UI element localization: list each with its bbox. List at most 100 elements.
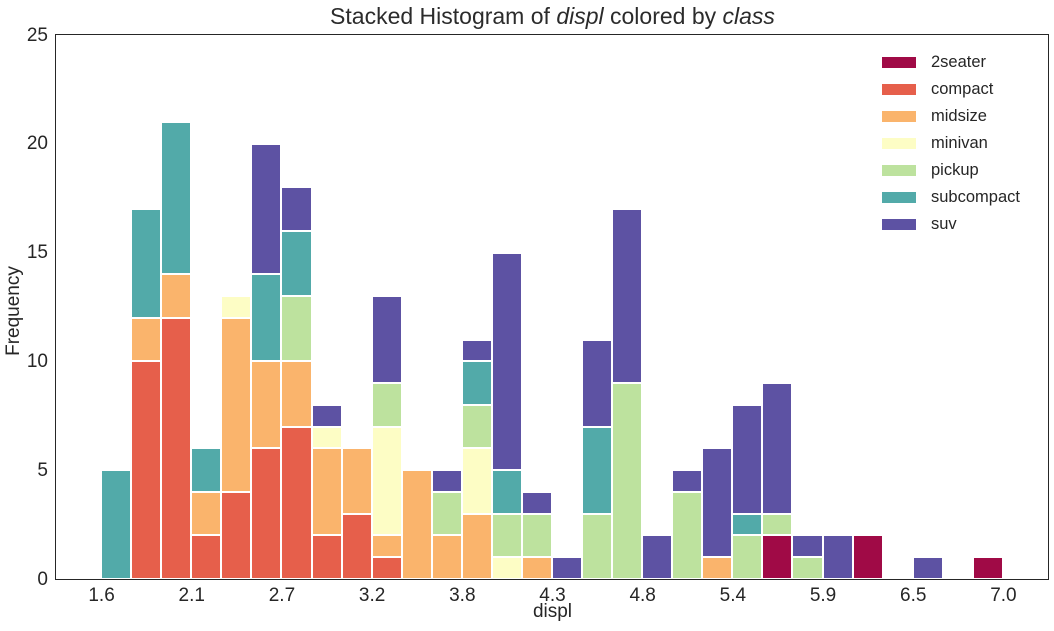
bar-segment-compact	[221, 491, 252, 579]
bar-segment-suv	[311, 404, 342, 427]
x-tick-label: 5.4	[719, 585, 747, 606]
bar-segment-compact	[371, 557, 402, 579]
bar-segment-minivan	[461, 448, 492, 514]
bar-segment-suv	[281, 187, 312, 231]
title-var-class: class	[722, 3, 775, 29]
bar-segment-suv	[461, 339, 492, 362]
bar-segment-compact	[251, 448, 282, 579]
title-var-displ: displ	[556, 3, 604, 29]
bar-segment-compact	[311, 535, 342, 579]
legend-swatch-midsize	[882, 111, 916, 122]
legend-item-2seater: 2seater	[882, 49, 1020, 76]
bar-segment-suv	[762, 383, 793, 514]
legend-item-pickup: pickup	[882, 157, 1020, 184]
bar-segment-minivan	[491, 557, 522, 579]
legend-swatch-suv	[882, 219, 916, 230]
bar-segment-suv	[431, 470, 462, 492]
legend: 2seater compact midsize minivan pickup subcom…	[882, 49, 1020, 238]
bar-segment-compact	[281, 426, 312, 579]
bar-segment-subcompact	[281, 230, 312, 297]
bar-segment-pickup	[371, 383, 402, 427]
bar-segment-pickup	[612, 383, 643, 579]
bar-segment-pickup	[461, 404, 492, 449]
legend-swatch-subcompact	[882, 192, 916, 203]
legend-item-compact: compact	[882, 76, 1020, 103]
bar-segment-pickup	[431, 491, 462, 536]
legend-item-midsize: midsize	[882, 103, 1020, 130]
x-tick-label: 1.6	[88, 585, 115, 606]
bar-segment-pickup	[672, 491, 703, 579]
bar-segment-suv	[672, 470, 703, 492]
bar-segment-midsize	[161, 274, 192, 318]
legend-swatch-compact	[882, 84, 916, 95]
bar-segment-subcompact	[251, 274, 282, 362]
bar-segment-pickup	[762, 513, 793, 536]
bar-segment-midsize	[191, 491, 222, 536]
bar-segment-suv	[702, 448, 733, 558]
bar-segment-suv	[491, 252, 522, 471]
x-tick-label: 2.1	[178, 585, 205, 606]
bar-segment-midsize	[371, 535, 402, 558]
legend-item-subcompact: subcompact	[882, 184, 1020, 211]
bar-segment-suv	[552, 557, 583, 579]
bar-segment-2seater	[972, 557, 1003, 579]
plot-area: 2seater compact midsize minivan pickup subcom…	[55, 34, 1049, 580]
bar-segment-subcompact	[161, 122, 192, 275]
bar-segment-suv	[371, 296, 402, 384]
legend-label-compact: compact	[931, 80, 994, 98]
bar-segment-pickup	[792, 557, 823, 579]
bar-segment-pickup	[582, 513, 613, 579]
legend-item-suv: suv	[882, 211, 1020, 238]
bar-segment-suv	[521, 491, 552, 514]
bar-segment-midsize	[431, 535, 462, 579]
legend-label-2seater: 2seater	[931, 53, 987, 71]
legend-label-pickup: pickup	[931, 161, 979, 179]
title-text: Stacked Histogram of	[330, 3, 557, 29]
bar-segment-pickup	[281, 296, 312, 362]
bar-segment-minivan	[311, 426, 342, 449]
y-tick-label: 10	[26, 350, 48, 372]
bar-segment-midsize	[311, 448, 342, 536]
bar-segment-suv	[251, 143, 282, 275]
bar-segment-subcompact	[732, 513, 763, 536]
y-tick-label: 20	[26, 133, 48, 155]
legend-label-suv: suv	[931, 215, 957, 233]
legend-label-minivan: minivan	[931, 134, 988, 152]
legend-label-midsize: midsize	[931, 107, 987, 125]
bar-segment-midsize	[461, 513, 492, 579]
bar-segment-compact	[131, 361, 162, 579]
bar-segment-compact	[341, 513, 372, 579]
chart-title: Stacked Histogram of displ colored by cl…	[55, 3, 1050, 30]
legend-swatch-2seater	[882, 57, 916, 68]
x-tick-label: 3.8	[449, 585, 476, 606]
bar-segment-midsize	[131, 317, 162, 362]
bar-segment-minivan	[371, 426, 402, 536]
bar-segment-subcompact	[582, 426, 613, 514]
y-tick-label: 15	[26, 242, 48, 264]
bar-segment-pickup	[732, 535, 763, 579]
x-tick-label: 6.5	[900, 585, 927, 606]
bar-segment-2seater	[852, 535, 883, 579]
title-text: colored by	[603, 3, 723, 29]
bar-segment-midsize	[702, 557, 733, 579]
bar-segment-minivan	[221, 296, 252, 318]
x-axis-label: displ	[532, 601, 573, 622]
legend-swatch-minivan	[882, 138, 916, 149]
x-tick-label: 4.3	[539, 585, 566, 606]
legend-item-minivan: minivan	[882, 130, 1020, 157]
x-tick-label: 2.7	[268, 585, 296, 606]
bar-segment-2seater	[762, 535, 793, 579]
y-axis-label: Frequency	[3, 266, 24, 356]
bar-segment-pickup	[521, 513, 552, 558]
bar-segment-pickup	[491, 513, 522, 558]
bar-segment-subcompact	[461, 361, 492, 405]
bar-segment-midsize	[221, 317, 252, 492]
bar-segment-subcompact	[191, 448, 222, 492]
x-tick-label: 4.8	[629, 585, 656, 606]
legend-swatch-pickup	[882, 165, 916, 176]
bar-segment-suv	[912, 557, 943, 579]
bar-segment-suv	[732, 404, 763, 514]
bar-segment-midsize	[401, 470, 432, 579]
bar-segment-midsize	[521, 557, 552, 579]
